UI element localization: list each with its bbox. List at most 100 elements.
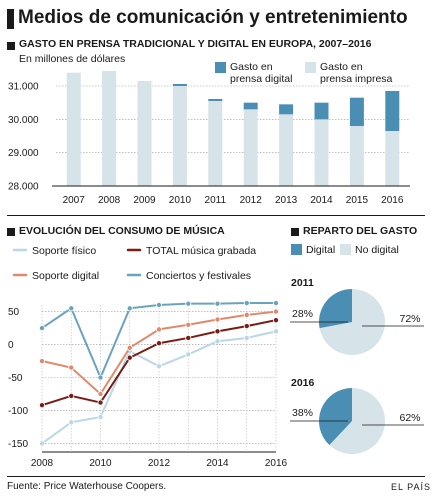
bar-impresa [208, 101, 223, 186]
bar-chart-ylabel: En millones de dólares [19, 53, 126, 65]
data-point [68, 392, 75, 399]
x-tick-label: 2011 [205, 195, 227, 206]
data-point [68, 364, 75, 371]
bar-chart-title: GASTO EN PRENSA TRADICIONAL Y DIGITAL EN… [19, 38, 372, 50]
y-tick-label: -150 [8, 439, 28, 450]
bar-digital [172, 84, 187, 86]
data-point [39, 402, 46, 409]
data-point [272, 328, 279, 335]
pie-value-label: 28% [292, 308, 313, 320]
legend-label: Soporte digital [32, 270, 99, 282]
bar-chart: 28.000 29.000 30.000 31.000 2007 2008 2009 2010… [8, 61, 410, 206]
data-point [214, 328, 221, 335]
bar-impresa [385, 131, 400, 186]
data-point [39, 358, 46, 365]
pie-value-label: 62% [399, 412, 420, 424]
bar-impresa [102, 71, 117, 186]
divider [7, 215, 425, 216]
x-tick-label: 2008 [31, 458, 54, 469]
bar-impresa [66, 72, 81, 186]
data-point [97, 374, 104, 381]
bar-digital [385, 91, 400, 131]
bar-impresa [243, 109, 258, 186]
data-point [185, 351, 192, 358]
x-tick-label: 2015 [346, 195, 369, 206]
legend-label: Conciertos y festivales [146, 270, 251, 282]
legend-swatch-impresa [305, 62, 316, 73]
data-point [126, 344, 133, 351]
legend-label-digital: prensa digital [230, 73, 292, 85]
pie-slice-digital [319, 289, 352, 329]
data-point [185, 300, 192, 307]
y-tick-label: 50 [8, 307, 20, 318]
y-tick-label: -50 [8, 373, 23, 384]
pie-slice-digital [319, 388, 352, 446]
pie-year-label: 2011 [291, 277, 314, 289]
bar-digital [279, 104, 294, 115]
data-point [126, 354, 133, 361]
x-tick-label: 2016 [381, 195, 404, 206]
data-point [243, 300, 250, 307]
bar-impresa [137, 81, 152, 186]
x-tick-label: 2007 [63, 195, 86, 206]
data-point [39, 440, 46, 447]
legend-swatch-digital [291, 244, 302, 255]
x-tick-label: 2013 [275, 195, 298, 206]
x-tick-label: 2012 [148, 458, 171, 469]
data-point [155, 363, 162, 370]
pie-chart-title: REPARTO DEL GASTO [303, 225, 418, 237]
source-note: Fuente: Price Waterhouse Coopers. [7, 481, 167, 492]
data-point [155, 340, 162, 347]
data-point [126, 305, 133, 312]
legend-swatch-no-digital [340, 244, 351, 255]
data-point [185, 334, 192, 341]
data-point [185, 321, 192, 328]
data-point [272, 300, 279, 307]
data-point [155, 326, 162, 333]
section-marker [7, 228, 15, 236]
y-tick-label: -100 [8, 406, 28, 417]
x-tick-label: 2010 [169, 195, 192, 206]
page-title: Medios de comunicación y entretenimiento [18, 7, 408, 28]
data-point [97, 414, 104, 421]
data-point [272, 317, 279, 324]
legend-label-digital: Gasto en [230, 61, 273, 73]
x-tick-label: 2008 [98, 195, 121, 206]
x-tick-label: 2010 [89, 458, 112, 469]
legend-swatch-digital [215, 62, 226, 73]
data-point [214, 338, 221, 345]
legend-label-impresa: prensa impresa [320, 73, 393, 85]
data-point [97, 390, 104, 397]
legend-label-impresa: Gasto en [320, 61, 363, 73]
bar-digital [208, 99, 223, 101]
bar-digital [349, 97, 364, 126]
y-tick-label: 31.000 [8, 82, 39, 93]
line-chart-title: EVOLUCIÓN DEL CONSUMO DE MÚSICA [19, 225, 225, 237]
data-point [68, 305, 75, 312]
y-tick-label: 28.000 [8, 182, 39, 193]
data-point [272, 308, 279, 315]
legend-label: TOTAL música grabada [146, 245, 256, 257]
x-tick-label: 2016 [265, 458, 288, 469]
data-point [97, 399, 104, 406]
x-tick-label: 2012 [240, 195, 263, 206]
section-marker [7, 42, 15, 50]
y-tick-label: 30.000 [8, 115, 39, 126]
legend-label-digital: Digital [306, 244, 335, 256]
bar-impresa [314, 119, 329, 186]
data-point [214, 300, 221, 307]
publisher-logo: EL PAÍS [391, 482, 432, 492]
y-tick-label: 29.000 [8, 148, 39, 159]
x-tick-label: 2014 [310, 195, 333, 206]
data-point [155, 301, 162, 308]
data-point [243, 311, 250, 318]
bar-impresa [279, 114, 294, 186]
section-marker [291, 228, 299, 236]
pie-value-label: 72% [399, 313, 420, 325]
title-bar [7, 9, 14, 29]
bar-digital [243, 102, 258, 110]
y-tick-label: 0 [8, 340, 14, 351]
bar-digital [314, 102, 329, 120]
legend-label: Soporte físico [32, 245, 96, 257]
